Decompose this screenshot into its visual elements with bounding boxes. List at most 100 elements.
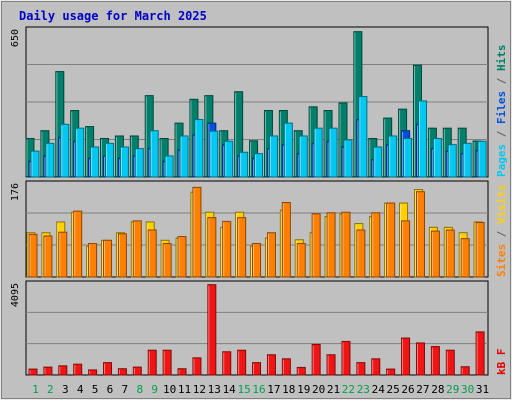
bar — [43, 366, 53, 376]
bar — [326, 354, 336, 376]
bar — [58, 365, 68, 376]
bar — [90, 146, 100, 178]
legend-entry: / — [495, 71, 508, 91]
bar — [401, 220, 411, 278]
bar — [73, 210, 83, 278]
x-tick-label: 1 — [32, 383, 39, 396]
series-kb-f — [28, 284, 485, 376]
bar — [162, 243, 172, 278]
bar — [237, 349, 247, 376]
x-tick-label: 28 — [431, 383, 444, 396]
bar — [356, 229, 366, 278]
x-tick-label: 15 — [237, 383, 250, 396]
bar — [358, 96, 368, 178]
bar — [58, 231, 68, 278]
bar — [103, 239, 113, 278]
bar — [103, 362, 113, 376]
bar — [73, 363, 83, 376]
x-tick-label: 24 — [372, 383, 386, 396]
x-tick-label: 5 — [92, 383, 99, 396]
bar — [430, 230, 440, 278]
bar — [430, 346, 440, 376]
bar — [311, 213, 321, 278]
x-axis-day-labels: 1 2 3 4 5 6 7 8 9 10 11 12 13 14 15 16 17 18 19 20 21 22 23 24 2… — [32, 383, 489, 396]
bar — [460, 366, 470, 376]
bar — [386, 202, 396, 278]
bar — [132, 366, 142, 376]
bar — [417, 100, 427, 178]
x-tick-label: 2 — [47, 383, 54, 396]
bar — [134, 148, 144, 178]
x-tick-label: 25 — [387, 383, 400, 396]
bar — [475, 221, 485, 278]
bar — [222, 351, 232, 376]
bar — [43, 235, 53, 278]
bar — [343, 139, 353, 178]
x-tick-label: 31 — [476, 383, 489, 396]
bar — [401, 337, 411, 376]
bar — [298, 135, 308, 178]
bar — [88, 243, 98, 278]
bar — [164, 155, 174, 178]
x-tick-label: 20 — [312, 383, 325, 396]
bar — [222, 220, 232, 278]
bar — [194, 118, 204, 178]
bar — [313, 127, 323, 178]
bar — [296, 366, 306, 376]
panel-legend: kB F — [495, 349, 508, 376]
legend-entry: kB F — [495, 349, 508, 376]
x-tick-label: 10 — [163, 383, 176, 396]
x-tick-label: 8 — [136, 383, 143, 396]
legend-entry: Pages — [495, 144, 508, 177]
x-tick-label: 14 — [223, 383, 237, 396]
legend-entry: Files — [495, 91, 508, 124]
series-pages — [30, 96, 487, 178]
x-tick-label: 26 — [401, 383, 414, 396]
bar — [341, 340, 351, 376]
bar — [207, 217, 217, 278]
bar — [445, 349, 455, 376]
chart-bevel-dark — [1, 1, 511, 399]
x-tick-label: 7 — [122, 383, 129, 396]
bar — [177, 368, 187, 376]
bar — [341, 211, 351, 278]
bar — [147, 349, 157, 376]
bar — [252, 243, 262, 278]
bar — [88, 369, 98, 376]
bar — [296, 243, 306, 278]
bar — [475, 331, 485, 376]
bar — [179, 135, 189, 178]
x-tick-label: 11 — [178, 383, 191, 396]
bar — [462, 142, 472, 178]
bar — [432, 137, 442, 178]
chart-panels: 650 Pages / Files / Hits 176 Sites / Visits… — [10, 26, 508, 376]
bar — [254, 153, 264, 178]
panel-legend: Pages / Files / Hits — [495, 45, 508, 178]
legend-entry: / — [495, 224, 508, 244]
bar — [147, 229, 157, 278]
bar — [268, 135, 278, 178]
x-tick-label: 19 — [297, 383, 310, 396]
x-tick-label: 17 — [267, 383, 280, 396]
bar — [266, 354, 276, 376]
bar — [30, 150, 40, 178]
bar — [283, 122, 293, 178]
legend-entry: Hits — [495, 45, 508, 72]
bar — [119, 146, 129, 178]
panel-max-label: 176 — [10, 183, 21, 201]
x-tick-label: 3 — [62, 383, 69, 396]
bar — [192, 186, 202, 278]
bar — [445, 229, 455, 278]
bar — [373, 146, 383, 178]
x-tick-label: 9 — [151, 383, 158, 396]
bar — [162, 349, 172, 376]
x-tick-label: 4 — [77, 383, 84, 396]
legend-entry: Sites — [495, 244, 508, 277]
bar — [356, 362, 366, 376]
bar — [45, 142, 55, 178]
bar — [388, 135, 398, 178]
legend-entry: Visits — [495, 184, 508, 224]
legend-entry: / — [495, 124, 508, 144]
bar — [224, 140, 234, 178]
bar — [237, 217, 247, 278]
